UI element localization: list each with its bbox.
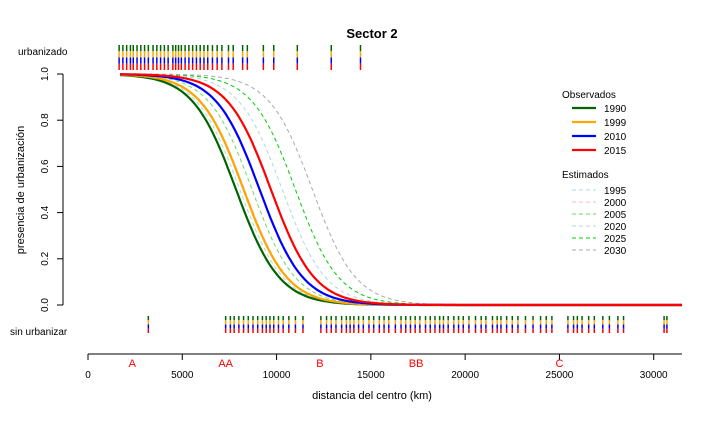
y-tick-label: 0.8 xyxy=(40,113,51,127)
series-line-2020 xyxy=(120,73,682,306)
plot-area: 0.0 0.2 0.4 0.6 0.8 1.0 0 5000 10000 15000 20000 25… xyxy=(40,45,682,381)
x-tick-label: 0 xyxy=(85,370,91,381)
series-line-2000 xyxy=(120,74,682,306)
zone-label: A xyxy=(129,358,137,370)
series-line-2015 xyxy=(120,73,682,307)
legend-label-2000: 2000 xyxy=(604,198,627,209)
legend-label-1990: 1990 xyxy=(604,104,627,115)
y-tick-label: 0.2 xyxy=(40,251,51,265)
legend-label-2030: 2030 xyxy=(604,246,627,257)
series-line-1995 xyxy=(120,74,682,306)
y-tick-label: 0.6 xyxy=(40,159,51,173)
legend-label-1995: 1995 xyxy=(604,186,627,197)
x-tick-label: 20000 xyxy=(451,370,479,381)
legend-label-2020: 2020 xyxy=(604,222,627,233)
legend-label-2010: 2010 xyxy=(604,132,627,143)
legend-label-2025: 2025 xyxy=(604,234,627,245)
x-tick-label: 5000 xyxy=(171,370,194,381)
chart-title: Sector 2 xyxy=(346,26,397,41)
legend-title-estimated: Estimados xyxy=(562,170,609,181)
zone-label: C xyxy=(555,358,563,370)
series-line-2025 xyxy=(120,73,682,306)
zone-label: AA xyxy=(218,358,233,370)
rug-label-unurbanized: sin urbanizar xyxy=(10,327,68,338)
series-line-2010 xyxy=(120,73,682,307)
y-tick-label: 1.0 xyxy=(40,67,51,81)
series-line-2030 xyxy=(120,73,682,306)
zone-label: BB xyxy=(409,358,424,370)
series-line-2005 xyxy=(120,74,682,306)
x-tick-label: 25000 xyxy=(546,370,574,381)
series-line-1990 xyxy=(120,74,682,307)
legend-label-1999: 1999 xyxy=(604,118,627,129)
series-line-1999 xyxy=(120,73,682,307)
x-tick-label: 15000 xyxy=(357,370,385,381)
y-tick-label: 0.0 xyxy=(40,298,51,312)
x-tick-label: 10000 xyxy=(263,370,291,381)
legend-title-observed: Observados xyxy=(562,90,616,101)
legend-label-2015: 2015 xyxy=(604,146,627,157)
x-tick-label: 30000 xyxy=(640,370,668,381)
legend-label-2005: 2005 xyxy=(604,210,627,221)
x-axis-label: distancia del centro (km) xyxy=(312,390,432,402)
rug-label-urbanized: urbanizado xyxy=(18,47,68,58)
y-tick-label: 0.4 xyxy=(40,205,51,219)
y-axis-label: presencia de urbanización xyxy=(15,126,27,254)
zone-label: B xyxy=(316,358,323,370)
